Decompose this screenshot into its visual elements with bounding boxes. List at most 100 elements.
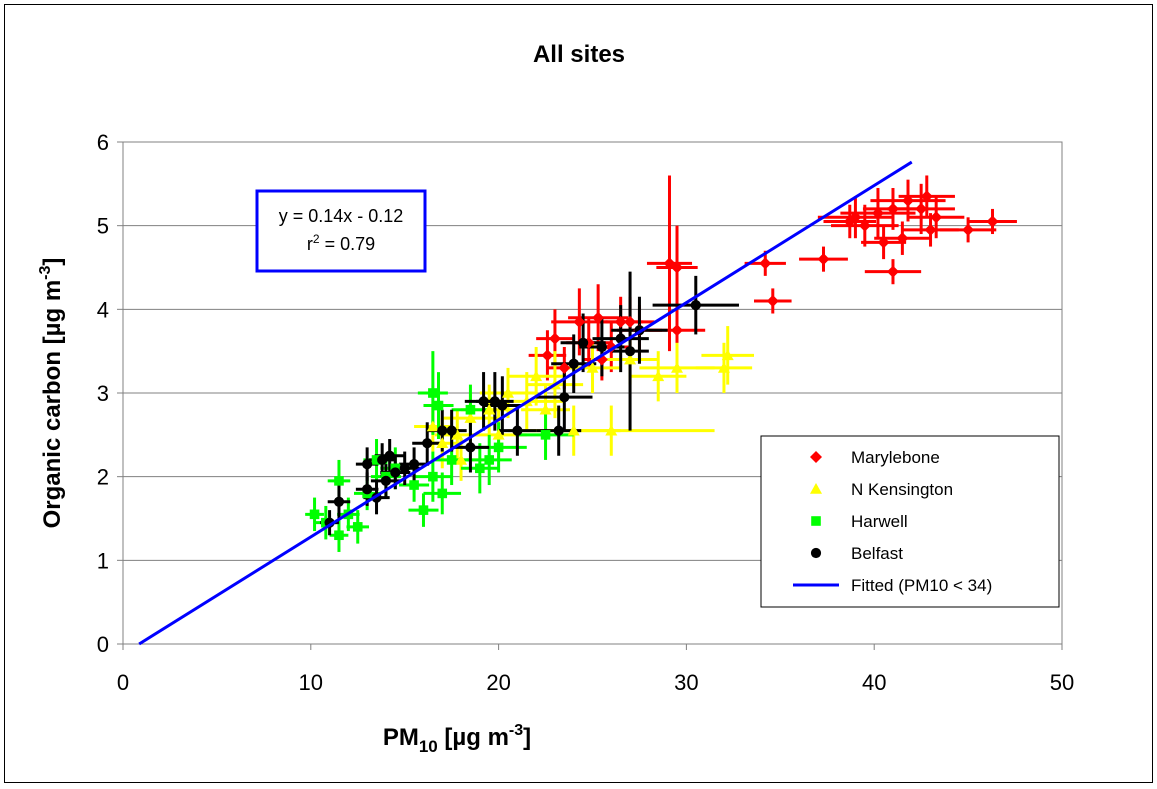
- data-point: [497, 400, 508, 411]
- data-point: [436, 437, 449, 448]
- data-point: [817, 253, 830, 266]
- data-point: [858, 219, 871, 232]
- data-point: [371, 455, 382, 465]
- x-tick-label: 30: [674, 670, 698, 695]
- data-point: [384, 450, 395, 461]
- data-point: [493, 442, 504, 453]
- legend-label: Harwell: [851, 512, 908, 531]
- data-point: [539, 403, 552, 415]
- data-point: [541, 349, 554, 362]
- data-point: [924, 223, 937, 236]
- y-tick-label: 2: [97, 465, 109, 490]
- data-point: [426, 420, 439, 432]
- data-point: [915, 202, 928, 215]
- legend-item: Belfast: [810, 544, 903, 563]
- data-point: [624, 315, 637, 328]
- equation-box: y = 0.14x - 0.12 r2 = 0.79: [255, 189, 427, 273]
- data-point: [568, 358, 579, 369]
- legend-label: Belfast: [851, 544, 903, 563]
- data-point: [530, 370, 543, 382]
- data-point: [428, 471, 438, 482]
- data-point: [877, 236, 890, 249]
- data-point: [548, 332, 561, 345]
- data-point: [810, 547, 822, 559]
- data-point: [605, 424, 618, 436]
- legend-item: Harwell: [811, 512, 908, 531]
- fit-line: [138, 160, 913, 646]
- chart-area: 0 1 2 3 4 5 6 0 10 20 30 40 50 All sites PM10 [µg m…: [4, 4, 1153, 783]
- legend-label: Marylebone: [851, 448, 940, 467]
- data-point: [465, 404, 476, 415]
- data-point: [428, 388, 438, 398]
- data-point: [455, 453, 468, 465]
- data-point: [567, 424, 580, 436]
- data-point: [437, 425, 448, 436]
- data-point: [409, 480, 419, 490]
- data-point: [333, 496, 345, 507]
- data-point: [309, 509, 320, 520]
- data-point: [624, 353, 637, 365]
- data-point: [573, 315, 586, 328]
- data-point: [380, 475, 392, 486]
- data-point: [501, 387, 514, 398]
- legend-item: Marylebone: [810, 448, 940, 467]
- data-point: [596, 341, 607, 353]
- data-point: [540, 430, 551, 440]
- data-point: [422, 438, 433, 449]
- data-point: [624, 346, 636, 357]
- data-point: [362, 484, 373, 495]
- data-point: [811, 516, 821, 526]
- data-point: [464, 412, 477, 423]
- data-point: [690, 300, 701, 311]
- y-tick-labels: 0 1 2 3 4 5 6: [97, 130, 109, 657]
- data-point: [377, 454, 388, 466]
- legend: Marylebone N Kensington Harwell Belfast Fitt…: [760, 435, 1060, 608]
- data-point: [334, 476, 344, 486]
- data-point: [362, 459, 373, 470]
- y-tick-label: 3: [97, 381, 109, 406]
- data-point: [483, 403, 496, 415]
- series-marylebone: [541, 190, 999, 374]
- y-tick-label: 1: [97, 548, 109, 573]
- data-point: [408, 459, 420, 470]
- data-point: [399, 463, 410, 474]
- chart-title: All sites: [533, 41, 625, 68]
- data-point: [766, 294, 779, 307]
- data-point: [484, 455, 495, 465]
- data-point: [334, 530, 344, 541]
- data-point: [810, 451, 822, 463]
- error-bars-harwell: [305, 351, 574, 552]
- x-tick-label: 50: [1050, 670, 1074, 695]
- y-tick-label: 0: [97, 632, 109, 657]
- data-point: [810, 483, 822, 494]
- x-tick-label: 40: [862, 670, 886, 695]
- data-point: [886, 202, 899, 215]
- data-point: [451, 428, 464, 440]
- data-point: [558, 361, 571, 374]
- data-point: [559, 392, 570, 403]
- data-point: [902, 194, 915, 207]
- data-point: [418, 505, 429, 515]
- data-point: [871, 207, 884, 220]
- x-tick-label: 0: [117, 670, 129, 695]
- data-point: [446, 425, 457, 436]
- data-point: [759, 257, 772, 270]
- y-tick-label: 6: [97, 130, 109, 155]
- y-tick-label: 4: [97, 297, 109, 322]
- data-point: [717, 361, 730, 373]
- data-point: [446, 455, 457, 465]
- legend-item: N Kensington: [810, 480, 953, 499]
- data-point: [671, 261, 684, 274]
- data-point: [592, 311, 605, 324]
- data-point: [652, 370, 665, 382]
- series-n-kensington: [426, 349, 734, 465]
- data-point: [896, 232, 909, 245]
- data-markers: [309, 190, 999, 541]
- data-point: [886, 265, 899, 278]
- y-axis-title: Organic carbon [µg m-3]: [37, 258, 66, 529]
- data-point: [465, 442, 476, 453]
- data-point: [492, 428, 505, 440]
- data-point: [586, 361, 599, 373]
- data-point: [489, 396, 500, 407]
- data-point: [578, 337, 589, 348]
